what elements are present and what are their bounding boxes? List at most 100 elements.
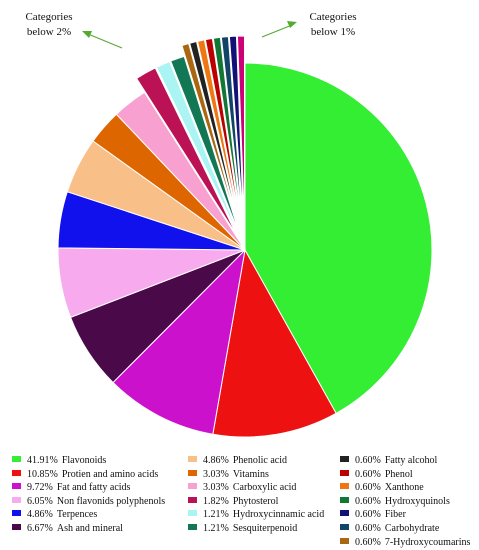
legend-swatch — [188, 469, 197, 476]
legend-percent: 0.60% — [355, 495, 381, 507]
annotation-right-line1: Categories — [309, 11, 357, 23]
legend: 41.91% Flavonoids 10.85% Protien and amino … — [0, 454, 479, 550]
legend-item: 0.60% Xanthone — [340, 481, 424, 495]
pie-slice-carboxylic-acid-8 — [115, 91, 246, 251]
legend-percent: 1.82% — [203, 495, 229, 507]
legend-label: Xanthone — [384, 482, 424, 494]
legend-item: 0.60% Hydroxyquinols — [340, 495, 450, 509]
legend-label: Sesquiterpenoid — [232, 523, 298, 534]
pie-slice-phytosterol-9 — [135, 67, 238, 237]
legend-swatch — [340, 510, 349, 517]
pie-slice-hydroxyquinols-16 — [212, 36, 242, 224]
arrow-left-line — [87, 33, 123, 49]
legend-label: Terpences — [56, 509, 98, 521]
pie-slice-xanthone-14 — [196, 39, 240, 224]
pie-slice-hydroxycinnamic-acid-10 — [155, 60, 240, 236]
legend-item: 0.60% 7-Hydroxycoumarins — [340, 536, 470, 550]
legend-swatch — [340, 524, 349, 530]
legend-label: Phenolic acid — [232, 455, 287, 466]
legend-item: 4.86% Terpences — [12, 508, 97, 522]
legend-label: Protien and amino acids — [61, 468, 159, 480]
legend-item: 0.60% Fiber — [340, 508, 406, 522]
legend-item: 6.05% Non flavonids polyphenols — [12, 495, 165, 509]
legend-item: 4.86% Phenolic acid — [188, 454, 287, 468]
legend-swatch — [188, 483, 197, 490]
arrow-left-head — [82, 31, 92, 38]
legend-swatch — [340, 456, 349, 462]
legend-percent: 0.60% — [355, 482, 381, 494]
legend-label: Fat and fatty acids — [56, 482, 131, 494]
legend-percent: 4.86% — [27, 509, 53, 521]
legend-swatch — [12, 524, 21, 530]
annotation-right-line2: below 1% — [310, 26, 356, 38]
legend-swatch — [340, 496, 349, 503]
pie-slice-fatty-alcohol-13 — [189, 40, 239, 224]
legend-item: 0.60% Phenol — [340, 468, 413, 482]
pie-slice-7-hydroxycoumarins-12 — [181, 42, 238, 225]
legend-item: 1.21% Hydroxycinnamic acid — [188, 508, 324, 522]
pie-chart — [57, 21, 433, 438]
arrow-right-line — [261, 24, 293, 38]
legend-percent: 1.21% — [203, 523, 229, 534]
legend-item: 9.72% Fat and fatty acids — [12, 481, 130, 495]
pie-slice-carbohydrate-17 — [220, 36, 243, 224]
pie-slice-phenol-15 — [204, 37, 241, 224]
legend-percent: 0.60% — [355, 536, 381, 548]
arrow-right-head — [287, 21, 297, 28]
legend-percent: 6.05% — [27, 495, 53, 507]
legend-swatch — [12, 496, 21, 503]
legend-swatch — [12, 510, 21, 517]
legend-item: 0.60% Carbohydrate — [340, 522, 439, 536]
legend-label: Hydroxyquinols — [384, 495, 450, 507]
annotation-below-2pct: Categories below 2% — [12, 10, 86, 40]
pie-slice-protien-and-amino-acids-1 — [212, 248, 337, 438]
legend-swatch — [188, 524, 197, 530]
legend-percent: 3.03% — [203, 468, 229, 480]
legend-label: Fiber — [384, 509, 406, 521]
legend-percent: 0.60% — [355, 468, 381, 480]
legend-percent: 41.91% — [27, 455, 58, 466]
legend-item: 0.60% Fatty alcohol — [340, 454, 437, 468]
legend-label: Phytosterol — [232, 495, 279, 507]
legend-percent: 3.03% — [203, 482, 229, 494]
legend-label: Carboxylic acid — [232, 482, 297, 494]
legend-item: 1.82% Phytosterol — [188, 495, 278, 509]
annotation-left-line2: below 2% — [26, 26, 72, 38]
pie-slice-7-hydroxycoumarins-19 — [236, 35, 245, 224]
legend-label: Flavonoids — [61, 455, 107, 466]
annotation-below-1pct: Categories below 1% — [296, 10, 370, 40]
legend-percent: 4.86% — [203, 455, 229, 466]
legend-swatch — [340, 483, 349, 490]
legend-swatch — [340, 537, 349, 544]
legend-swatch — [12, 469, 21, 476]
legend-swatch — [188, 496, 197, 503]
pie-slice-sesquiterpenoid-11 — [170, 55, 241, 236]
legend-item: 3.03% Carboxylic acid — [188, 481, 296, 495]
legend-item: 6.67% Ash and mineral — [12, 522, 123, 536]
pie-slices — [57, 35, 433, 438]
legend-swatch — [188, 510, 197, 517]
legend-label: Carbohydrate — [384, 523, 440, 534]
legend-percent: 6.67% — [27, 523, 53, 534]
legend-percent: 10.85% — [27, 468, 58, 480]
legend-label: Fatty alcohol — [384, 455, 438, 466]
legend-label: Phenol — [384, 468, 413, 480]
legend-item: 3.03% Vitamins — [188, 468, 269, 482]
legend-swatch — [12, 456, 21, 462]
legend-percent: 9.72% — [27, 482, 53, 494]
legend-label: Ash and mineral — [56, 523, 123, 534]
legend-label: Non flavonids polyphenols — [56, 495, 166, 507]
legend-percent: 1.21% — [203, 509, 229, 521]
legend-item: 1.21% Sesquiterpenoid — [188, 522, 297, 536]
legend-swatch — [188, 456, 197, 462]
legend-percent: 0.60% — [355, 523, 381, 534]
legend-swatch — [340, 469, 349, 476]
legend-item: 41.91% Flavonoids — [12, 454, 106, 468]
annotation-arrows — [82, 21, 297, 49]
pie-slice-fiber-18 — [228, 35, 244, 224]
legend-swatch — [12, 483, 21, 490]
legend-label: Vitamins — [232, 468, 269, 480]
legend-label: Hydroxycinnamic acid — [232, 509, 325, 521]
legend-item: 10.85% Protien and amino acids — [12, 468, 158, 482]
legend-label: 7-Hydroxycoumarins — [384, 536, 471, 548]
